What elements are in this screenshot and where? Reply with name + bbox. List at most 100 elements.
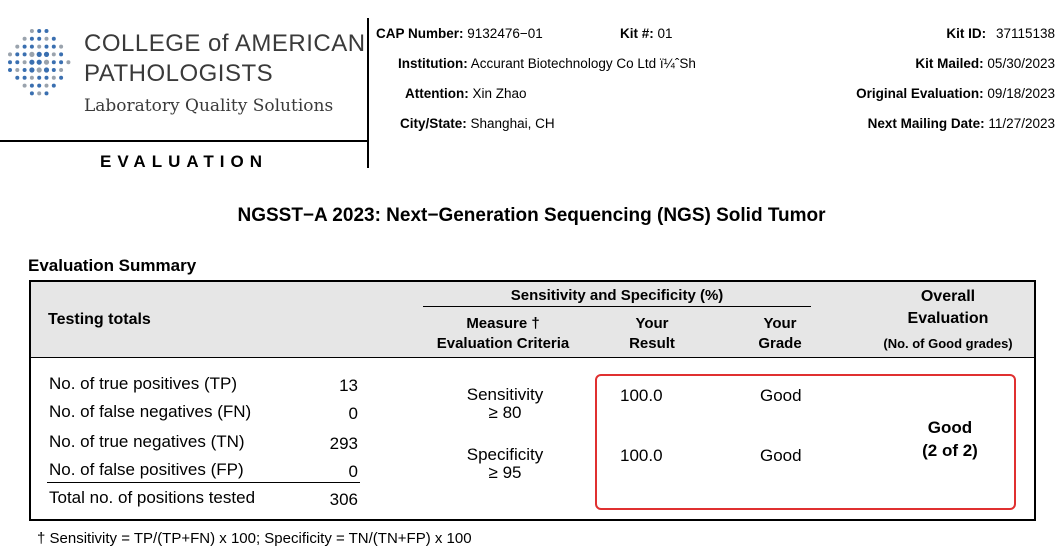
sensitivity-criteria: ≥ 80 (488, 403, 522, 422)
footnote: † Sensitivity = TP/(TP+FN) x 100; Specif… (37, 530, 472, 547)
overall-header-line1: Overall (920, 288, 976, 305)
kit-mailed-label: Kit Mailed: (915, 56, 984, 71)
measure-header-line2: Evaluation Criteria (436, 335, 570, 352)
logo-dot (43, 67, 50, 73)
sens-spec-underline (423, 306, 811, 307)
sensitivity-name: Sensitivity (466, 385, 544, 404)
org-name-line2: PATHOLOGISTS (84, 60, 274, 87)
tp-value: 13 (339, 376, 358, 395)
page-title: NGSST−A 2023: Next−Generation Sequencing… (237, 205, 826, 226)
logo-dot (29, 36, 34, 41)
logo-dot (22, 83, 27, 88)
measure-header-line1: Measure † (466, 315, 540, 332)
kit-id-label: Kit ID: (946, 26, 987, 41)
overall-grade: Good (927, 418, 973, 437)
tp-label: No. of true positives (TP) (49, 374, 238, 393)
kit-number-value: 01 (657, 26, 673, 41)
logo-dot (29, 59, 35, 65)
cap-number-value: 9132476−01 (467, 26, 543, 41)
logo-dot (44, 36, 49, 41)
kit-number: Kit #: 01 (620, 26, 673, 41)
overall-count: (2 of 2) (922, 441, 978, 460)
logo-dot (59, 68, 64, 72)
logo-dot (44, 83, 49, 88)
logo-dot (51, 44, 56, 49)
cap-number: CAP Number: 9132476−01 (376, 26, 543, 41)
logo-dot (51, 60, 56, 65)
logo-dot (22, 75, 27, 80)
specificity-result: 100.0 (620, 446, 663, 465)
attention-value: Xin Zhao (472, 86, 527, 101)
logo-dot (29, 67, 35, 73)
kit-mailed-value: 05/30/2023 (987, 56, 1055, 71)
logo-dot (22, 68, 27, 72)
overall-header-line3: (No. of Good grades) (883, 336, 1013, 351)
fp-label: No. of false positives (FP) (49, 460, 244, 479)
evaluation-summary-table (29, 280, 1036, 521)
logo-dot (51, 36, 56, 41)
totals-sum-line (47, 482, 360, 483)
fp-value: 0 (348, 462, 358, 481)
logo-dot (36, 67, 42, 73)
logo-dot (8, 60, 12, 65)
org-name-line1: COLLEGE of AMERICAN (84, 30, 366, 57)
org-tagline: Laboratory Quality Solutions (84, 96, 334, 116)
logo-dot (37, 75, 42, 80)
logo-dot (59, 44, 64, 49)
attention-label: Attention: (405, 86, 469, 101)
logo-dot (37, 44, 42, 49)
logo-dot (59, 52, 64, 57)
city-state-value: Shanghai, CH (470, 116, 555, 131)
logo-dot (8, 52, 12, 57)
your-grade-header-line2: Grade (758, 335, 802, 352)
logo-dot (29, 83, 34, 88)
logo-dot (51, 75, 56, 80)
testing-totals-header: Testing totals (48, 311, 151, 328)
logo-dot (36, 51, 42, 57)
logo-dot (37, 36, 42, 41)
logo-dot (44, 75, 49, 80)
header-divider-horizontal (0, 140, 367, 142)
sensitivity-grade: Good (760, 386, 802, 405)
logo-dot (37, 29, 42, 33)
next-mailing-label: Next Mailing Date: (867, 116, 985, 131)
logo-dot (29, 91, 34, 96)
specificity-criteria: ≥ 95 (488, 463, 522, 482)
logo-dot (29, 75, 34, 80)
logo-dot (15, 52, 20, 57)
kit-id: Kit ID: 37115138 (946, 26, 1055, 41)
logo-dot (8, 68, 12, 72)
city-state: City/State: Shanghai, CH (400, 116, 555, 131)
logo-dot (37, 83, 42, 88)
tn-value: 293 (329, 434, 358, 453)
kit-number-label: Kit #: (620, 26, 654, 41)
logo-dot (59, 60, 64, 65)
logo-dot (66, 60, 71, 65)
logo-dot (44, 91, 49, 96)
logo-dot (29, 44, 34, 49)
logo-dot (15, 68, 20, 72)
logo-dot (22, 60, 27, 65)
institution-label: Institution: (398, 56, 468, 71)
logo-dot (15, 75, 20, 80)
logo-dot (44, 44, 49, 49)
logo-dot (59, 75, 64, 80)
results-highlight-box (595, 374, 1016, 510)
table-header-background (31, 282, 1034, 358)
logo-dot (22, 44, 27, 49)
logo-dot (22, 36, 27, 41)
logo-dot (51, 83, 56, 88)
logo-dot (22, 52, 27, 57)
kit-mailed: Kit Mailed: 05/30/2023 (915, 56, 1055, 71)
logo-dot (29, 29, 34, 33)
total-positions-value: 306 (329, 490, 358, 509)
specificity-grade: Good (760, 446, 802, 465)
your-result-header-line2: Result (629, 335, 675, 352)
kit-id-value: 37115138 (995, 26, 1055, 41)
header-divider-vertical (367, 18, 369, 168)
sens-spec-header: Sensitivity and Specificity (%) (510, 287, 724, 304)
total-positions-label: Total no. of positions tested (49, 488, 256, 507)
fn-value: 0 (348, 404, 358, 423)
original-evaluation-label: Original Evaluation: (856, 86, 984, 101)
logo-dot (15, 44, 20, 49)
